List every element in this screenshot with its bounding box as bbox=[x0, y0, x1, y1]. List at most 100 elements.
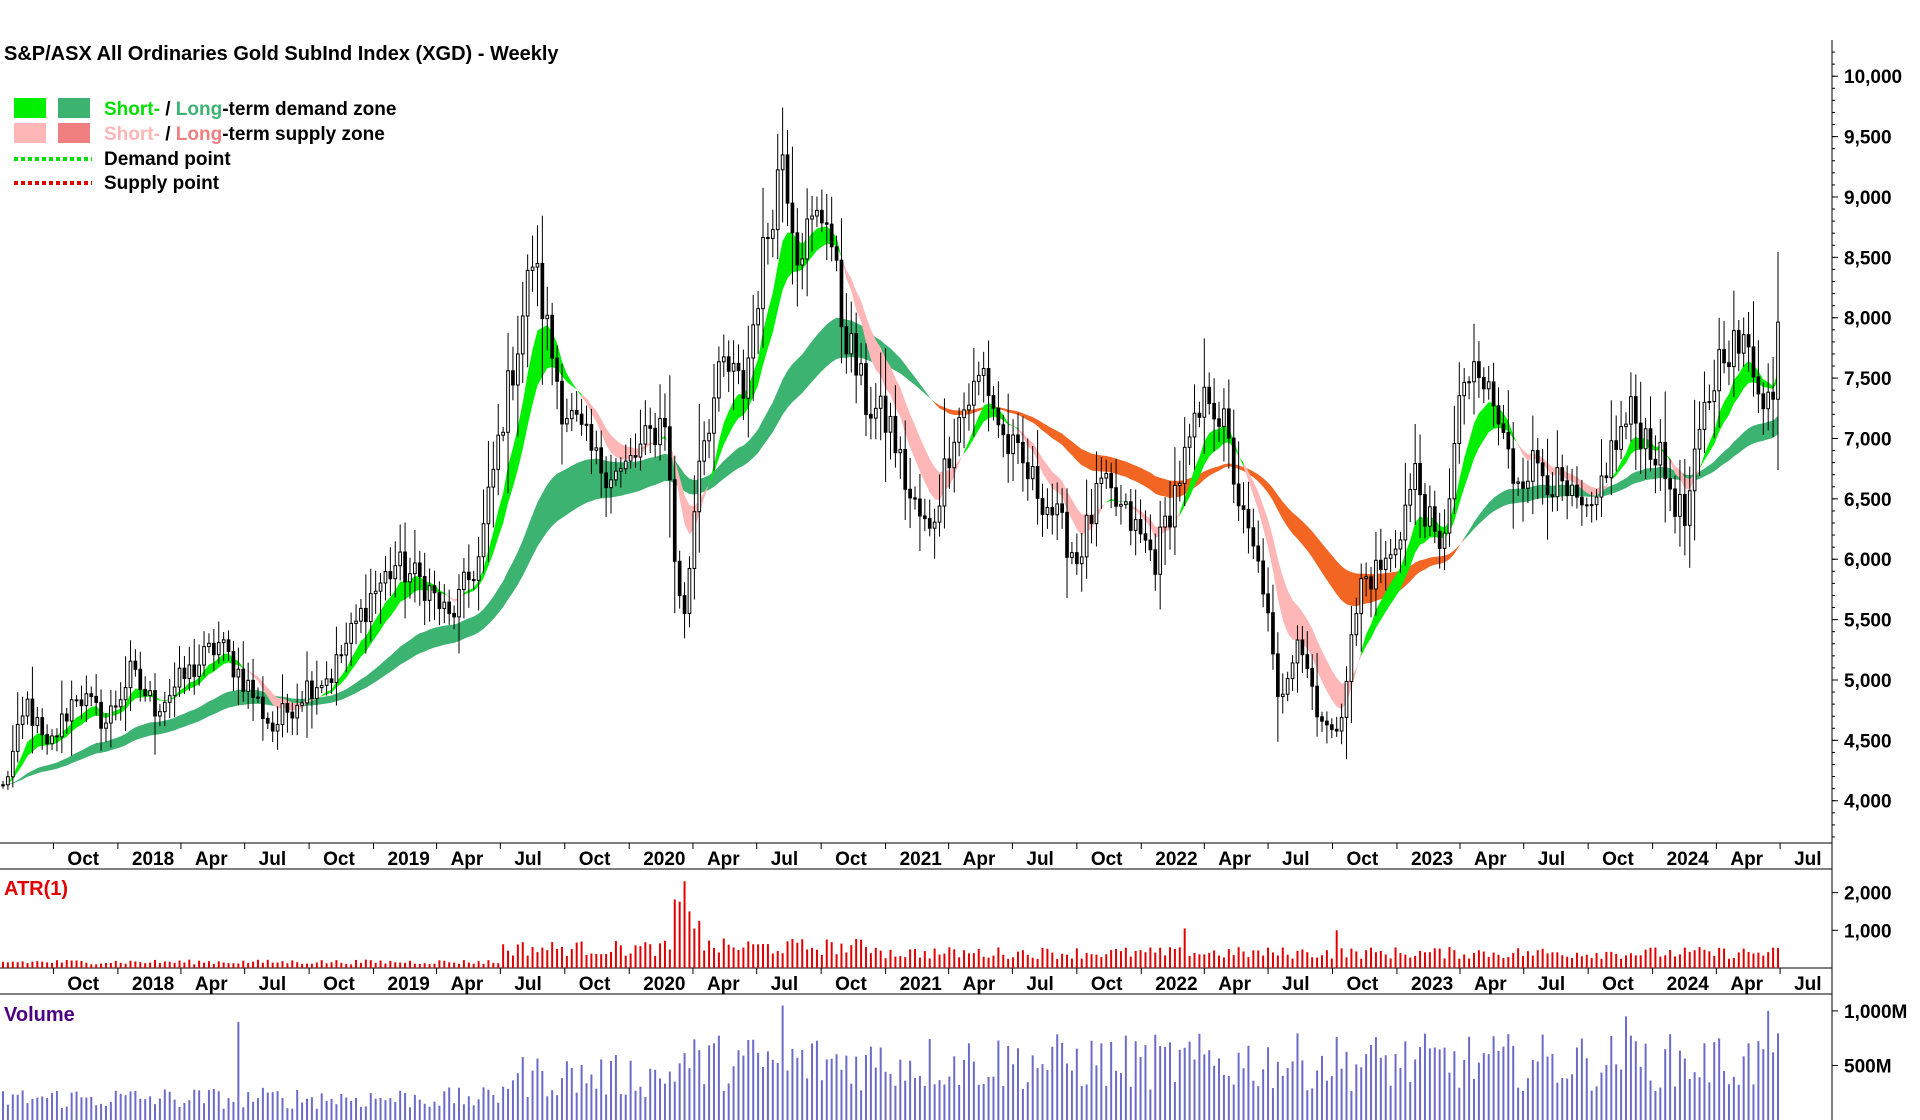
candle-body bbox=[668, 426, 672, 481]
short-term-demand-zone bbox=[964, 403, 1018, 454]
candle-body bbox=[712, 397, 716, 434]
candle-body bbox=[967, 404, 971, 411]
candle-body bbox=[40, 717, 45, 736]
volume-tick-label: 1,000M bbox=[1844, 1002, 1907, 1023]
legend-supply-short: Short- bbox=[104, 124, 160, 145]
candle-body bbox=[1, 784, 5, 787]
candle-body bbox=[192, 664, 197, 677]
candle-body bbox=[1516, 481, 1520, 484]
candle-body bbox=[1226, 408, 1231, 439]
candle-body bbox=[1403, 504, 1408, 541]
legend-supply-sep: / bbox=[160, 124, 176, 145]
candle-body bbox=[236, 668, 241, 678]
x-tick-label: 2022 bbox=[1155, 849, 1197, 870]
candle-body bbox=[1339, 716, 1344, 732]
candle-body bbox=[349, 622, 353, 644]
candle-body bbox=[1663, 441, 1668, 480]
candle-body bbox=[565, 418, 569, 425]
candle-body bbox=[741, 370, 746, 399]
candle-body bbox=[427, 585, 432, 601]
candle-body bbox=[1472, 361, 1476, 383]
candle-body bbox=[525, 269, 530, 317]
candle-body bbox=[1104, 472, 1109, 479]
candle-body bbox=[226, 639, 231, 653]
candle-body bbox=[491, 468, 496, 488]
candle-body bbox=[957, 417, 961, 443]
x-tick-label: Jul bbox=[514, 974, 541, 995]
candle-body bbox=[1452, 442, 1457, 500]
x-tick-label: 2020 bbox=[643, 849, 685, 870]
candle-body bbox=[1349, 634, 1354, 683]
candle-body bbox=[471, 579, 476, 582]
legend-demand-point: Demand point bbox=[104, 149, 231, 170]
candle-body bbox=[1565, 480, 1570, 496]
candle-body bbox=[1251, 527, 1256, 547]
candle-body bbox=[442, 601, 447, 610]
candle-body bbox=[270, 722, 275, 732]
candle-body bbox=[1624, 423, 1628, 428]
candle-body bbox=[972, 380, 976, 406]
candle-body bbox=[1094, 483, 1099, 525]
candle-body bbox=[1011, 434, 1015, 455]
candle-body bbox=[197, 664, 201, 677]
candle-body bbox=[1256, 545, 1261, 562]
chart-title: S&P/ASX All Ordinaries Gold SubInd Index… bbox=[4, 43, 559, 65]
price-tick-label: 8,500 bbox=[1844, 248, 1892, 269]
candle-body bbox=[1682, 494, 1687, 526]
x-tick-label: Apr bbox=[1218, 974, 1251, 995]
candle-body bbox=[1501, 423, 1506, 433]
candle-body bbox=[246, 679, 251, 692]
x-tick-label: Jul bbox=[1026, 849, 1053, 870]
candle-body bbox=[1580, 496, 1584, 506]
candle-body bbox=[1173, 484, 1177, 528]
candle-body bbox=[305, 680, 309, 704]
candle-body bbox=[516, 353, 520, 386]
candle-body bbox=[1535, 450, 1540, 464]
candle-body bbox=[707, 432, 711, 442]
candle-body bbox=[942, 458, 947, 507]
candle-body bbox=[922, 515, 927, 520]
candle-body bbox=[1050, 506, 1055, 516]
candle-body bbox=[903, 449, 908, 490]
candle-body bbox=[584, 423, 589, 426]
candle-body bbox=[1364, 576, 1368, 580]
candle-body bbox=[133, 660, 138, 670]
candle-body bbox=[1001, 424, 1006, 436]
candle-body bbox=[913, 497, 917, 500]
x-tick-label: Oct bbox=[835, 849, 867, 870]
short-term-supply-zone bbox=[1018, 428, 1107, 536]
candle-body bbox=[1055, 503, 1060, 516]
short-term-supply-zone bbox=[1243, 462, 1362, 709]
x-tick-label: Apr bbox=[1474, 849, 1507, 870]
candle-body bbox=[1550, 494, 1555, 498]
candle-body bbox=[466, 571, 471, 581]
candle-body bbox=[1030, 466, 1035, 480]
candle-body bbox=[1575, 484, 1579, 498]
candle-body bbox=[280, 703, 285, 726]
candle-body bbox=[1070, 552, 1074, 558]
price-tick-label: 5,000 bbox=[1844, 671, 1892, 692]
candle-body bbox=[1467, 381, 1471, 384]
x-tick-label: Apr bbox=[707, 849, 740, 870]
candle-body bbox=[986, 368, 991, 397]
x-tick-label: Apr bbox=[963, 849, 996, 870]
candle-body bbox=[721, 356, 726, 363]
candle-body bbox=[1496, 405, 1501, 425]
candle-body bbox=[560, 380, 564, 425]
candle-body bbox=[1006, 434, 1011, 455]
candle-body bbox=[579, 413, 584, 425]
legend-demand-zone: Short- / Long-term demand zone bbox=[104, 99, 396, 120]
candle-body bbox=[511, 370, 515, 386]
candle-body bbox=[1266, 593, 1270, 614]
candle-body bbox=[1276, 653, 1280, 697]
price-tick-label: 7,000 bbox=[1844, 429, 1892, 450]
candle-body bbox=[1486, 381, 1491, 390]
candle-body bbox=[1530, 450, 1535, 482]
candle-body bbox=[1182, 446, 1187, 484]
candle-body bbox=[1045, 506, 1050, 515]
candle-body bbox=[638, 443, 643, 458]
candle-body bbox=[118, 699, 123, 708]
x-tick-label: Oct bbox=[323, 974, 355, 995]
x-tick-label: Oct bbox=[1602, 849, 1634, 870]
price-tick-label: 10,000 bbox=[1844, 67, 1902, 88]
